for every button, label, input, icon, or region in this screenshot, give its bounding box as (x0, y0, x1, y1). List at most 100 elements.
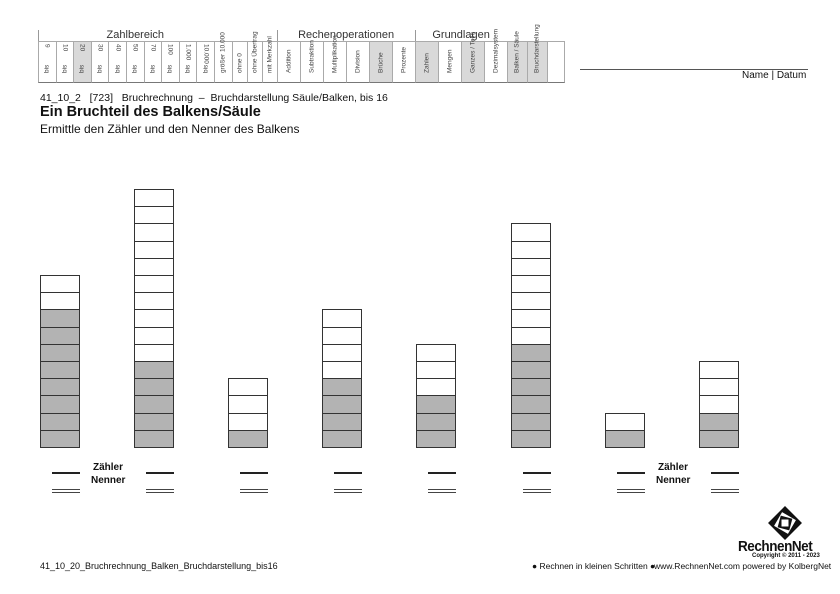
bar-segment-shaded (322, 378, 363, 397)
topic-column: Dezimalsystem (483, 29, 507, 83)
topic-column: mit Merkzahl (261, 36, 277, 83)
topic-column: ohne 0 (231, 41, 247, 83)
bar-segment-shaded (40, 361, 80, 380)
worksheet-code: 41_10_2 [723] Bruchrechnung – Bruchdarst… (40, 92, 388, 104)
bar-segment-empty (134, 292, 175, 311)
group-header: Zahlbereich (38, 30, 232, 41)
bar-segment-shaded (40, 412, 80, 431)
bar-segment-empty (228, 412, 269, 431)
bar-segment-empty (510, 240, 551, 259)
bar-segment-empty (134, 206, 175, 225)
column-label: Multiplikation (331, 35, 339, 73)
denominator-answer-line[interactable] (52, 489, 80, 493)
column-label: Brüche (377, 52, 385, 73)
bar-segment-empty (134, 257, 175, 276)
numerator-answer-line[interactable] (334, 472, 363, 474)
topic-column: Ganzes / Teile (460, 32, 484, 83)
bar-segment-shaded (510, 412, 551, 431)
denominator-answer-line[interactable] (616, 489, 645, 493)
bar-segment-empty (698, 361, 739, 380)
bar-segment-shaded (134, 412, 175, 431)
bar-segment-empty (416, 343, 457, 362)
topic-column: 50 bis (126, 41, 144, 83)
topic-column: Multiplikation (322, 35, 346, 83)
footer-site: www.RechnenNet.com powered by KolbergNet (654, 561, 832, 571)
column-label: Bruchdarstellung (533, 24, 541, 73)
bar-segment-empty (510, 257, 551, 276)
denominator-answer-line[interactable] (710, 489, 739, 493)
column-label: bis (96, 64, 104, 73)
bar-segment-empty (134, 240, 175, 259)
column-label: bis (166, 64, 174, 73)
numerator-answer-line[interactable] (52, 472, 80, 474)
topic-column: 9 bis (38, 41, 56, 83)
column-label: Division (354, 50, 362, 73)
column-label: Subtraktion (308, 40, 316, 73)
column-label: Prozente (400, 46, 408, 73)
bar-segment-empty (698, 395, 739, 414)
bar-segment-empty (134, 189, 175, 208)
column-range: 40 (114, 44, 122, 52)
bar-segment-shaded (416, 395, 457, 414)
denominator-answer-line[interactable] (146, 489, 175, 493)
bar-segment-empty (510, 326, 551, 345)
bar-segment-shaded (134, 361, 175, 380)
bar-segment-empty (134, 275, 175, 294)
bar-segment-empty (416, 378, 457, 397)
footer-filename: 41_10_20_Bruchrechnung_Balken_Bruchdarst… (40, 561, 278, 571)
topic-column: 1.000 bis (178, 41, 197, 83)
column-range: 30 (96, 44, 104, 52)
column-label: Zahlen (423, 53, 431, 73)
bar-segment-shaded (134, 429, 175, 448)
column-range: 70 (149, 44, 157, 52)
numerator-answer-line[interactable] (240, 472, 269, 474)
bar-segment-empty (134, 326, 175, 345)
footer-slogan: ● Rechnen in kleinen Schritten ● (532, 561, 656, 571)
bar-segment-shaded (40, 429, 80, 448)
bar-segment-shaded (134, 378, 175, 397)
denominator-answer-line[interactable] (428, 489, 457, 493)
bar-segment-empty (510, 309, 551, 328)
column-label: ohne Übertrag (251, 31, 259, 73)
column-label: bis (149, 64, 157, 73)
column-range: 50 (131, 44, 139, 52)
denominator-answer-line[interactable] (522, 489, 551, 493)
page-title: Ein Bruchteil des Balkens/Säule (40, 104, 261, 120)
numerator-answer-line[interactable] (616, 472, 645, 474)
topic-column: Brüche (368, 41, 392, 83)
bar-segment-empty (134, 223, 175, 242)
group-header: Rechenoperationen (276, 30, 415, 41)
bar-segment-shaded (322, 395, 363, 414)
column-range: 10 (61, 44, 69, 52)
bar-segment-shaded (510, 378, 551, 397)
topic-column: 40 bis (108, 41, 126, 83)
bar-segment-empty (510, 223, 551, 242)
bar-segment-shaded (416, 412, 457, 431)
bar-segment-empty (510, 275, 551, 294)
numerator-answer-line[interactable] (522, 472, 551, 474)
bar-segment-shaded (698, 429, 739, 448)
numerator-answer-line[interactable] (710, 472, 739, 474)
numerator-answer-line[interactable] (428, 472, 457, 474)
bar-segment-empty (134, 343, 175, 362)
column-label: Mengen (446, 49, 454, 74)
topic-column: 20 bis (73, 41, 91, 83)
bar-segment-shaded (40, 378, 80, 397)
topic-column: Prozente (391, 41, 415, 83)
column-label: bis (78, 64, 86, 73)
column-label: bis (184, 64, 192, 73)
topic-column: ohne Übertrag (246, 31, 262, 83)
column-range: 9 (43, 44, 51, 48)
denominator-answer-line[interactable] (334, 489, 363, 493)
group-header: Grundlagen (414, 30, 507, 41)
bar-segment-shaded (134, 395, 175, 414)
column-label: bis (202, 64, 210, 73)
topic-column: 10.000 bis (196, 41, 214, 83)
nenner-label-1: Nenner (91, 475, 126, 486)
numerator-answer-line[interactable] (146, 472, 175, 474)
name-date-label: Name | Datum (742, 70, 807, 81)
denominator-answer-line[interactable] (240, 489, 269, 493)
column-range: 100 (166, 44, 174, 55)
bar-segment-shaded (510, 361, 551, 380)
bar-segment-shaded (228, 429, 269, 448)
